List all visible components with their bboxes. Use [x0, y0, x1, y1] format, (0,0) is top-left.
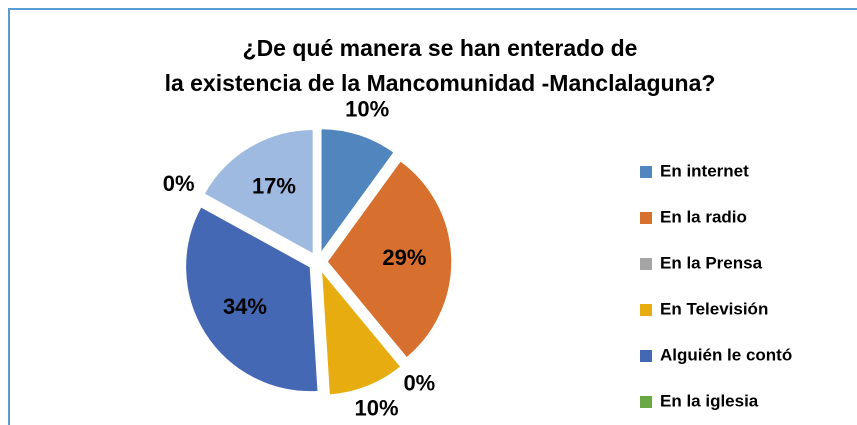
legend-swatch: [640, 212, 652, 224]
data-label: 0%: [403, 370, 435, 395]
data-label: 0%: [163, 171, 195, 196]
legend-label: Alguién le contó: [660, 345, 792, 364]
data-label: 10%: [355, 396, 399, 421]
legend-swatch: [640, 396, 652, 408]
data-label: 17%: [252, 173, 296, 198]
legend-label: En Televisión: [660, 299, 768, 318]
pie-slice: [326, 159, 453, 360]
data-label: 34%: [223, 294, 267, 319]
legend-label: En la radio: [660, 207, 747, 226]
legend-swatch: [640, 350, 652, 362]
data-label: 10%: [345, 97, 389, 122]
pie-slice: [184, 205, 320, 393]
legend-swatch: [640, 258, 652, 270]
data-label: 29%: [382, 245, 426, 270]
legend-label: En la iglesia: [660, 391, 759, 410]
pie-slice: [202, 128, 315, 256]
legend-swatch: [640, 166, 652, 178]
chart-title: ¿De qué manera se han enterado de la exis…: [165, 35, 716, 96]
legend-label: En la Prensa: [660, 253, 763, 272]
pie-slice: [320, 268, 403, 396]
legend-swatch: [640, 304, 652, 316]
legend-label: En internet: [660, 161, 749, 180]
pie-slice: [320, 127, 396, 256]
